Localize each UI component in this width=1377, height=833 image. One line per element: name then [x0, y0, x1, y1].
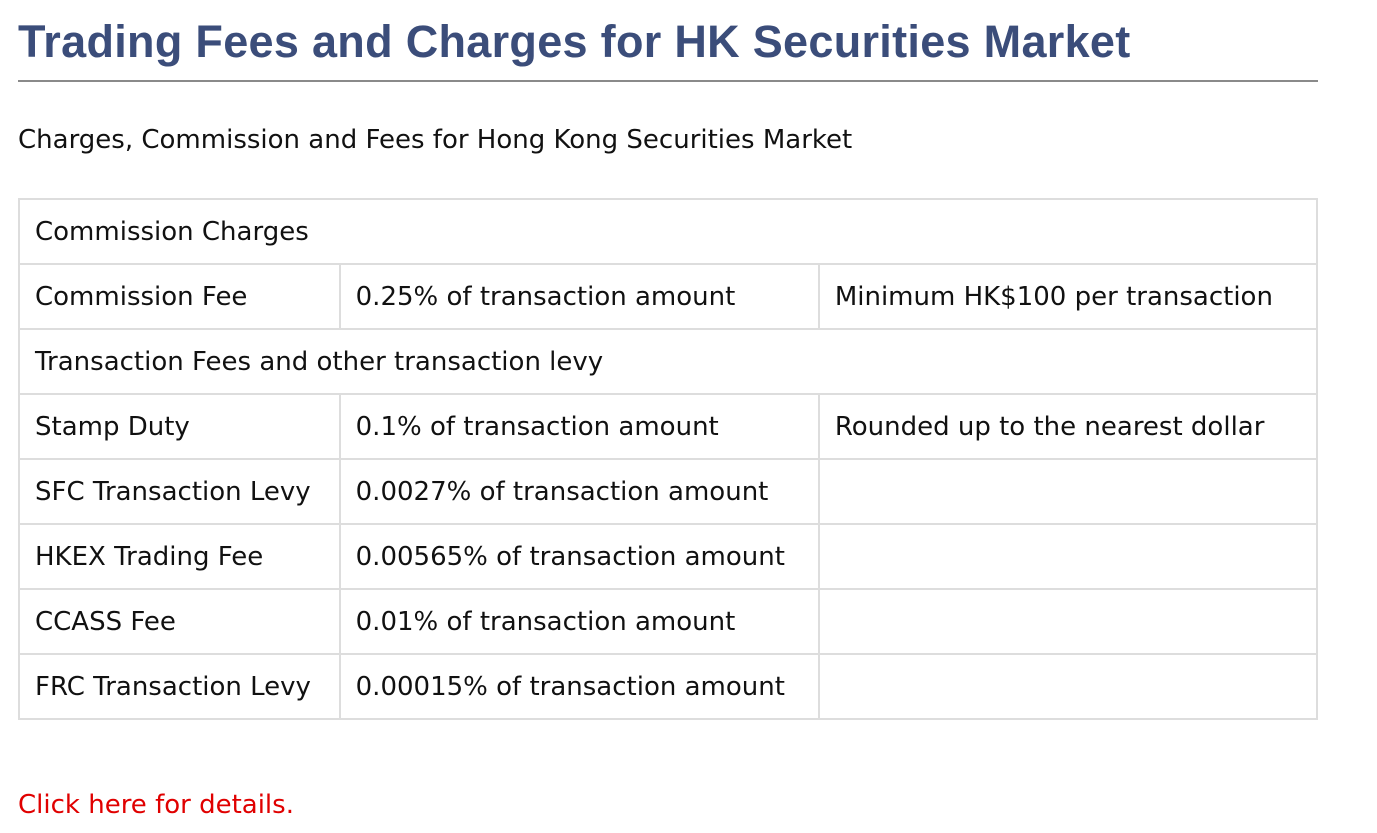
table-cell: Commission Fee	[18, 263, 341, 330]
section-cell: Transaction Fees and other transaction l…	[18, 328, 1318, 395]
details-link[interactable]: Click here for details.	[18, 790, 294, 820]
table-cell: FRC Transaction Levy	[18, 653, 341, 720]
fees-table: Commission Charges Commission Fee 0.25% of…	[18, 198, 1319, 720]
subtitle: Charges, Commission and Fees for Hong Ko…	[18, 125, 853, 155]
table-cell: SFC Transaction Levy	[18, 458, 341, 525]
section-cell: Commission Charges	[18, 198, 1318, 265]
table-cell: 0.25% of transaction amount	[338, 263, 820, 330]
table-row: Commission Fee 0.25% of transaction amoun…	[18, 263, 1319, 330]
table-cell: 0.00015% of transaction amount	[338, 653, 820, 720]
table-row: SFC Transaction Levy 0.0027% of transacti…	[18, 458, 1319, 525]
table-cell: 0.01% of transaction amount	[338, 588, 820, 655]
empty-cell	[817, 458, 1319, 525]
table-row: Transaction Fees and other transaction l…	[18, 328, 1318, 395]
empty-cell	[817, 588, 1319, 655]
table-row: Commission Charges	[18, 198, 1318, 265]
table-row: CCASS Fee 0.01% of transaction amount	[18, 588, 1319, 655]
table-cell: 0.1% of transaction amount	[338, 393, 820, 460]
table-cell: Stamp Duty	[18, 393, 341, 460]
table-row: FRC Transaction Levy 0.00015% of transact…	[18, 653, 1319, 720]
table-cell: 0.0027% of transaction amount	[338, 458, 820, 525]
table-row: Stamp Duty 0.1% of transaction amount Roun…	[18, 393, 1319, 460]
page-title: Trading Fees and Charges for HK Securiti…	[18, 16, 1131, 67]
table-cell: Minimum HK$100 per transaction	[817, 263, 1319, 330]
table-cell: Rounded up to the nearest dollar	[817, 393, 1319, 460]
title-rule	[18, 80, 1318, 82]
table-cell: HKEX Trading Fee	[18, 523, 341, 590]
empty-cell	[817, 653, 1319, 720]
table-row: HKEX Trading Fee 0.00565% of transaction …	[18, 523, 1319, 590]
table-cell: 0.00565% of transaction amount	[338, 523, 820, 590]
empty-cell	[817, 523, 1319, 590]
table-cell: CCASS Fee	[18, 588, 341, 655]
